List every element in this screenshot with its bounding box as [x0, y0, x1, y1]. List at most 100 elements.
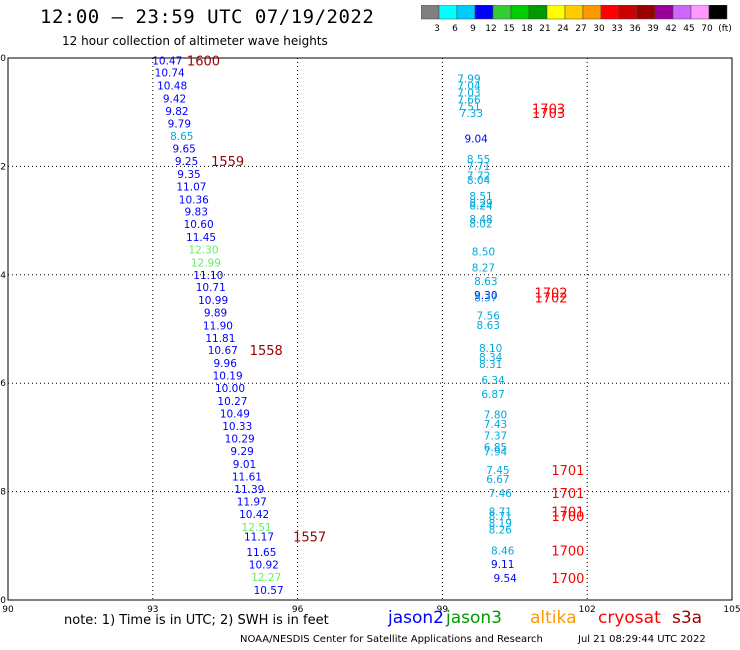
swh-value-label: 7.71 — [467, 161, 490, 173]
time-label: 1557 — [293, 531, 326, 546]
swh-value-label: 11.65 — [246, 547, 276, 559]
color-swatch — [708, 5, 728, 20]
swh-value-label: 9.25 — [175, 156, 198, 168]
swh-value-label: 8.10 — [479, 343, 502, 355]
swh-value-label: 8.02 — [469, 219, 492, 231]
swh-value-label: 10.27 — [217, 396, 247, 408]
swh-value-label: 6.34 — [481, 375, 505, 387]
color-scale-label: 36 — [629, 24, 641, 34]
swh-value-label: 8.29 — [469, 198, 492, 210]
color-scale-label: 39 — [647, 24, 659, 34]
swh-value-label: 7.04 — [457, 81, 481, 93]
swh-value-label: 8.37 — [474, 292, 497, 304]
swh-value-label: 7.33 — [460, 108, 483, 120]
swh-value-label: 10.99 — [198, 295, 228, 307]
swh-value-label: 9.65 — [172, 144, 195, 156]
swh-value-label: 11.97 — [237, 497, 267, 509]
time-label: 1703 — [532, 103, 565, 118]
swh-value-label: 10.00 — [215, 383, 245, 395]
swh-value-label: 12.30 — [188, 244, 218, 256]
swh-value-label: 7.43 — [484, 419, 507, 431]
swh-value-label: 9.83 — [185, 207, 208, 219]
time-label: 1701 — [551, 487, 584, 502]
swh-value-label: 8.51 — [469, 191, 492, 203]
color-scale-label: 21 — [539, 24, 550, 34]
color-scale-label: 45 — [683, 24, 694, 34]
x-tick-label: 99 — [437, 605, 449, 615]
swh-value-label: 8.63 — [477, 320, 500, 332]
legend-cryosat: cryosat — [598, 608, 661, 628]
swh-value-label: 8.55 — [467, 154, 490, 166]
swh-value-label: 7.94 — [484, 446, 508, 458]
color-scale-label: 18 — [521, 24, 533, 34]
swh-value-label: 9.89 — [204, 307, 227, 319]
swh-value-label: 11.90 — [203, 320, 233, 332]
time-label: 1703 — [532, 107, 565, 122]
time-label: 1559 — [211, 155, 244, 170]
swh-value-label: 9.79 — [168, 118, 191, 130]
swh-value-label: 8.48 — [469, 214, 492, 226]
swh-value-label: 8.63 — [474, 276, 497, 288]
swh-value-label: 7.80 — [484, 410, 507, 422]
swh-value-label: 8.04 — [467, 175, 491, 187]
legend-jason2: jason2 — [388, 608, 444, 628]
color-scale-label: 6 — [452, 24, 458, 34]
time-label: 1700 — [551, 572, 584, 587]
y-tick-label: -30 — [0, 596, 6, 606]
swh-value-label: 8.71 — [489, 506, 512, 518]
color-scale-label: 42 — [665, 24, 676, 34]
color-scale-label: 27 — [575, 24, 586, 34]
swh-value-label: 10.29 — [225, 434, 255, 446]
swh-value-label: 8.26 — [489, 525, 513, 537]
y-tick-label: -24 — [0, 271, 6, 281]
swh-value-label: 9.35 — [177, 169, 200, 181]
swh-value-label: 10.47 — [152, 55, 182, 67]
x-tick-label: 96 — [292, 605, 304, 615]
color-scale-label: 33 — [611, 24, 622, 34]
x-tick-label: 105 — [723, 605, 740, 615]
color-scale-label: 12 — [485, 24, 496, 34]
swh-value-label: 6.67 — [486, 474, 509, 486]
legend-jason3: jason3 — [446, 608, 502, 628]
swh-value-label: 10.74 — [155, 68, 185, 80]
swh-value-label: 8.65 — [170, 131, 193, 143]
color-scale-label: 3 — [434, 24, 440, 34]
swh-value-label: 7.37 — [484, 430, 507, 442]
swh-value-label: 10.48 — [157, 81, 187, 93]
swh-value-label: 8.50 — [472, 246, 495, 258]
color-scale-label: (ft) — [718, 24, 731, 34]
swh-value-label: 9.96 — [214, 358, 238, 370]
swh-value-label: 7.66 — [457, 94, 481, 106]
swh-value-label: 9.30 — [474, 290, 497, 302]
color-scale-legend: 3 6 9 12 15 18 21 24 27 30 33 36 39 42 45 70 (ft) — [421, 5, 731, 34]
chart-subtitle: 12 hour collection of altimeter wave hei… — [62, 34, 328, 48]
time-label: 1701 — [551, 464, 584, 479]
swh-value-label: 8.19 — [489, 518, 512, 530]
swh-value-label: 10.92 — [249, 560, 279, 572]
swh-value-label: 10.49 — [220, 408, 250, 420]
x-tick-label: 102 — [579, 605, 596, 615]
swh-value-label: 10.57 — [254, 585, 284, 597]
swh-value-label: 11.45 — [186, 232, 216, 244]
time-label: 1702 — [534, 291, 567, 306]
time-label: 1700 — [551, 510, 584, 525]
swh-value-label: 7.46 — [489, 488, 513, 500]
y-tick-label: -20 — [0, 54, 6, 64]
swh-value-label: 8.46 — [491, 545, 515, 557]
swh-value-label: 11.17 — [244, 532, 274, 544]
color-scale-label: 9 — [470, 24, 476, 34]
swh-value-label: 8.27 — [472, 262, 495, 274]
plot-frame — [7, 57, 733, 601]
swh-value-label: 11.39 — [234, 484, 264, 496]
time-label: 1702 — [534, 287, 567, 302]
swh-value-label: 10.19 — [213, 371, 243, 383]
swh-value-label: 9.82 — [165, 106, 188, 118]
swh-value-label: 10.67 — [208, 345, 238, 357]
swh-value-label: 9.04 — [464, 134, 488, 146]
time-label: 1700 — [551, 544, 584, 559]
time-label: 1558 — [250, 344, 283, 359]
color-scale-label: 15 — [503, 24, 514, 34]
swh-value-label: 10.33 — [222, 421, 252, 433]
swh-value-label: 8.71 — [489, 511, 512, 523]
